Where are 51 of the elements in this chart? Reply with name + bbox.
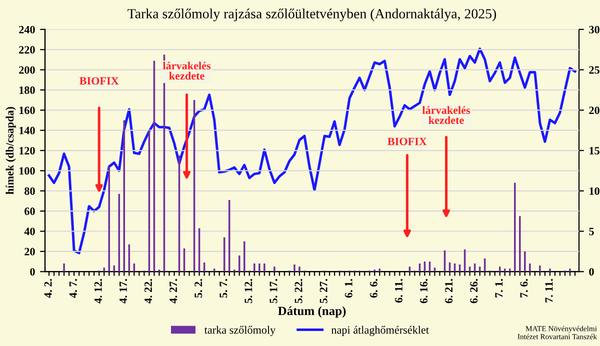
x-tick-label: 5. 27.: [320, 279, 328, 304]
y-tick-label: 100: [20, 167, 35, 175]
x-tick-label: 5. 17.: [270, 279, 278, 304]
x-tick-label: 6. 26.: [470, 279, 478, 304]
x-tick-label: 6. 16.: [420, 279, 428, 304]
y2-tick-label: 20: [589, 106, 600, 114]
x-tick-label: 4. 27.: [170, 279, 178, 304]
y-tick-label: 220: [19, 46, 35, 54]
y-tick-label: 200: [19, 66, 35, 74]
y-tick-label: 80: [24, 187, 35, 195]
y-tick-label: 240: [19, 26, 35, 34]
x-tick-label: 4. 22.: [144, 279, 152, 304]
y-tick-label: 120: [20, 146, 35, 154]
y-tick-label: 0: [30, 268, 35, 276]
x-tick-label: 6. 1.: [344, 279, 352, 298]
y2-tick-label: 5: [589, 228, 594, 236]
annotation: lárvakelés kezdete: [162, 62, 211, 80]
annotation: BIOFIX: [388, 138, 427, 146]
y-axis-title: hímek (db/csapda): [6, 107, 16, 194]
annotation: BIOFIX: [80, 77, 119, 85]
x-tick-label: 5. 12.: [244, 279, 252, 304]
x-axis-title: Dátum (nap): [278, 306, 346, 318]
x-tick-label: 5. 22.: [294, 279, 302, 304]
x-tick-label: 6. 11.: [394, 279, 402, 303]
x-tick-label: 4. 7.: [69, 279, 77, 298]
x-tick-label: 5. 7.: [220, 279, 228, 298]
x-tick-label: 4. 17.: [119, 279, 127, 304]
y-tick-label: 20: [24, 248, 35, 256]
y-tick-label: 60: [24, 208, 35, 216]
y-tick-label: 180: [20, 86, 35, 94]
y-tick-label: 140: [20, 126, 35, 134]
y2-tick-label: 0: [589, 268, 594, 276]
y2-tick-label: 15: [590, 147, 600, 154]
y2-tick-label: 30: [589, 26, 600, 34]
x-tick-label: 4. 12.: [94, 279, 102, 304]
x-tick-label: 7. 1.: [495, 279, 503, 298]
y-tick-label: 40: [24, 228, 35, 236]
line-series: [48, 48, 576, 254]
x-tick-label: 6. 6.: [370, 279, 378, 298]
x-tick-label: 7. 11.: [545, 279, 553, 302]
x-tick-label: 6. 21.: [445, 279, 453, 304]
x-tick-label: 7. 6.: [520, 279, 528, 298]
legend-label: tarka szőlőmoly: [204, 326, 276, 336]
x-tick-label: 5. 2.: [194, 279, 202, 298]
y-tick-label: 160: [20, 106, 35, 114]
x-tick-label: 4. 2.: [44, 279, 52, 298]
y2-tick-label: 25: [589, 66, 600, 74]
y2-tick-label: 10: [590, 187, 600, 195]
chart-title: Tarka szőlőmoly rajzása szőlőültetvényben (Andornaktálya, 2025): [128, 8, 496, 22]
annotation: lárvakelés kezdete: [422, 106, 470, 124]
legend-label: napi átlaghőmérséklet: [331, 326, 429, 336]
